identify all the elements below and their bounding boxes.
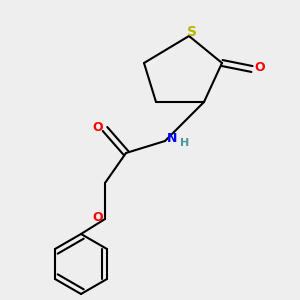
- Text: H: H: [180, 137, 189, 148]
- Text: S: S: [187, 25, 197, 38]
- Text: N: N: [167, 131, 178, 145]
- Text: O: O: [92, 121, 103, 134]
- Text: O: O: [92, 211, 103, 224]
- Text: O: O: [254, 61, 265, 74]
